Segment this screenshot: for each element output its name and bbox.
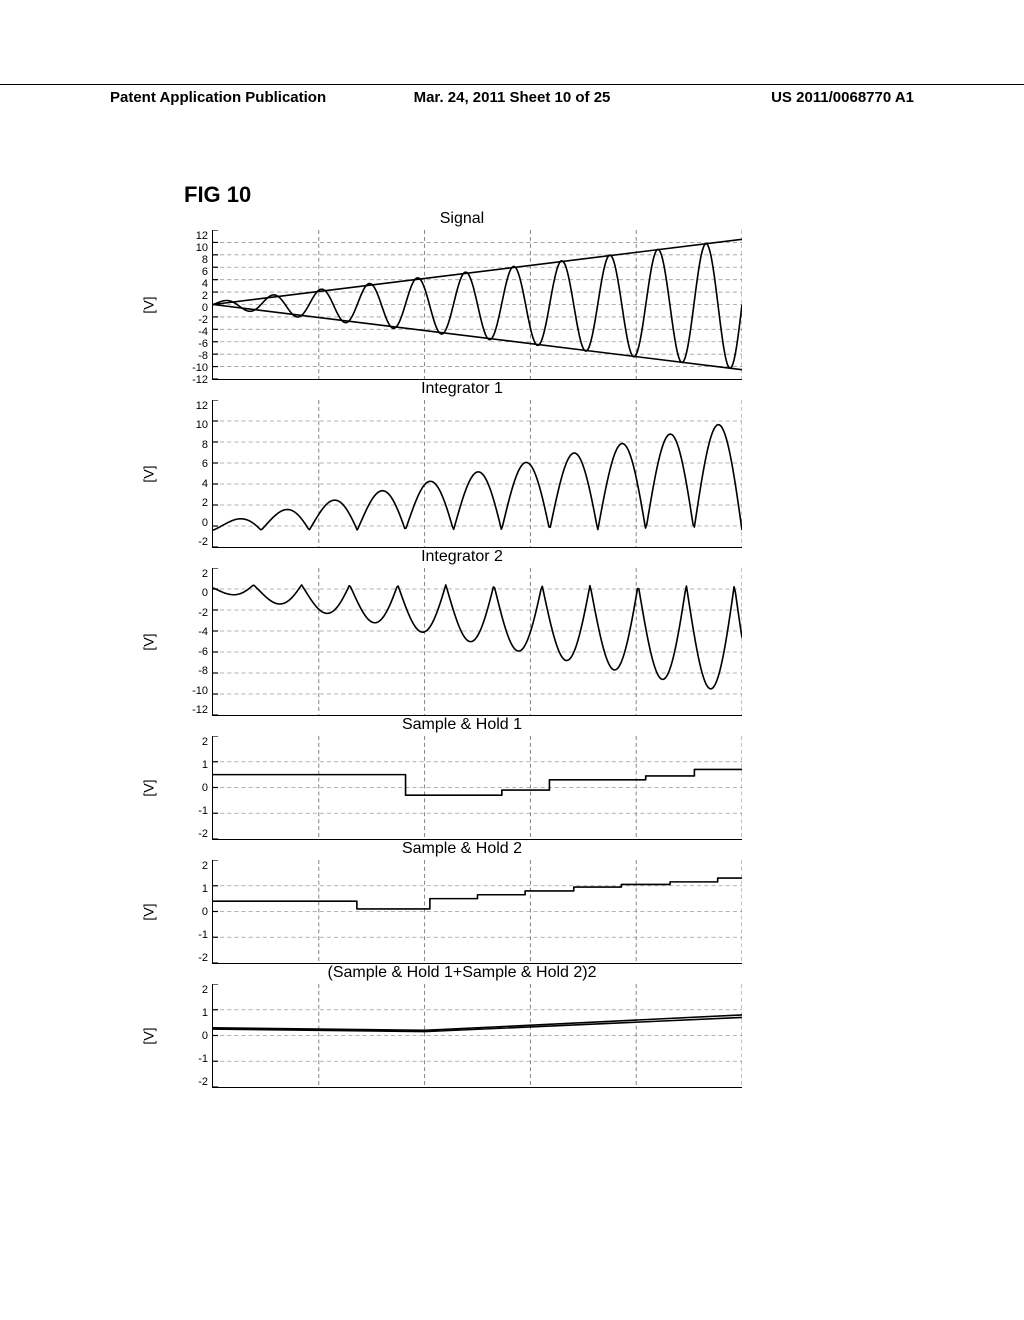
y-tick-label: 0	[202, 517, 208, 529]
y-tick-label: -2	[198, 314, 208, 326]
chart-wrap: [V]121086420-2	[182, 400, 742, 548]
y-ticks: 2 0 -2 -4 -6 -8 -10 -12	[182, 568, 212, 716]
chart-wrap: [V]121086420-2-4-6-8-10-12	[182, 230, 742, 380]
panel-title: Signal	[182, 210, 742, 228]
y-axis-label: [V]	[141, 1027, 157, 1044]
header-mid: Mar. 24, 2011 Sheet 10 of 25	[378, 89, 646, 106]
y-ticks: 12 10 8 6 4 2 0 -2	[182, 400, 212, 548]
y-tick-label: 12	[196, 400, 208, 412]
y-tick-label: -12	[192, 704, 208, 716]
y-tick-label: 8	[202, 439, 208, 451]
y-ticks: 2 1 0 -1 -2	[182, 860, 212, 964]
y-tick-label: 0	[202, 1030, 208, 1042]
plot-area	[212, 400, 742, 548]
y-axis-label: [V]	[141, 779, 157, 796]
plot-area	[212, 736, 742, 840]
page: Patent Application Publication Mar. 24, …	[0, 0, 1024, 1320]
panel-title: (Sample & Hold 1+Sample & Hold 2)2	[182, 964, 742, 982]
y-tick-label: -2	[198, 607, 208, 619]
y-axis-label: [V]	[141, 633, 157, 650]
y-tick-label: -8	[198, 350, 208, 362]
patent-header: Patent Application Publication Mar. 24, …	[0, 84, 1024, 106]
y-ticks: 2 1 0 -1 -2	[182, 984, 212, 1088]
y-tick-label: 12	[196, 230, 208, 242]
y-tick-label: 2	[202, 497, 208, 509]
y-tick-label: 1	[202, 1007, 208, 1019]
y-tick-label: 2	[202, 290, 208, 302]
y-tick-label: 6	[202, 458, 208, 470]
plot-area	[212, 568, 742, 716]
chart-wrap: [V]210-1-2	[182, 984, 742, 1088]
header-left: Patent Application Publication	[110, 89, 378, 106]
y-ticks: 121086420-2-4-6-8-10-12	[182, 230, 212, 380]
y-tick-label: 4	[202, 478, 208, 490]
y-tick-label: -2	[198, 828, 208, 840]
y-tick-label: -2	[198, 952, 208, 964]
y-tick-label: -10	[192, 685, 208, 697]
y-tick-label: 2	[202, 568, 208, 580]
y-tick-label: -1	[198, 805, 208, 817]
y-tick-label: 1	[202, 759, 208, 771]
y-axis-label: [V]	[141, 296, 157, 313]
chart-wrap: [V]20-2-4-6-8-10-12	[182, 568, 742, 716]
y-tick-label: 1	[202, 883, 208, 895]
plot-area	[212, 984, 742, 1088]
y-tick-label: 10	[196, 242, 208, 254]
plot-area	[212, 860, 742, 964]
panel-title: Integrator 2	[182, 548, 742, 566]
y-tick-label: 4	[202, 278, 208, 290]
y-ticks: 2 1 0 -1 -2	[182, 736, 212, 840]
figure-label: FIG 10	[184, 182, 742, 208]
figure-area: FIG 10 Signal[V]121086420-2-4-6-8-10-12I…	[182, 182, 742, 1088]
y-tick-label: 10	[196, 419, 208, 431]
panels-container: Signal[V]121086420-2-4-6-8-10-12Integrat…	[182, 210, 742, 1088]
y-tick-label: 0	[202, 782, 208, 794]
y-tick-label: 6	[202, 266, 208, 278]
plot-area	[212, 230, 742, 380]
y-tick-label: -1	[198, 1053, 208, 1065]
chart-panel: Integrator 1[V]121086420-2	[182, 380, 742, 548]
y-tick-label: 0	[202, 302, 208, 314]
chart-panel: Sample & Hold 2[V]210-1-2	[182, 840, 742, 964]
y-tick-label: 8	[202, 254, 208, 266]
panel-title: Sample & Hold 1	[182, 716, 742, 734]
chart-wrap: [V]210-1-2	[182, 736, 742, 840]
header-right: US 2011/0068770 A1	[646, 89, 914, 106]
y-tick-label: -4	[198, 326, 208, 338]
chart-panel: Sample & Hold 1[V]210-1-2	[182, 716, 742, 840]
panel-title: Integrator 1	[182, 380, 742, 398]
y-tick-label: -6	[198, 338, 208, 350]
y-tick-label: -4	[198, 626, 208, 638]
chart-panel: Signal[V]121086420-2-4-6-8-10-12	[182, 210, 742, 380]
y-tick-label: -10	[192, 362, 208, 374]
y-tick-label: -8	[198, 665, 208, 677]
y-tick-label: 2	[202, 736, 208, 748]
y-tick-label: 0	[202, 587, 208, 599]
panel-title: Sample & Hold 2	[182, 840, 742, 858]
y-axis-label: [V]	[141, 903, 157, 920]
y-axis-label: [V]	[141, 465, 157, 482]
chart-panel: (Sample & Hold 1+Sample & Hold 2)2[V]210…	[182, 964, 742, 1088]
y-tick-label: -2	[198, 1076, 208, 1088]
y-tick-label: 0	[202, 906, 208, 918]
chart-wrap: [V]210-1-2	[182, 860, 742, 964]
y-tick-label: 2	[202, 860, 208, 872]
y-tick-label: 2	[202, 984, 208, 996]
y-tick-label: -2	[198, 536, 208, 548]
y-tick-label: -6	[198, 646, 208, 658]
chart-panel: Integrator 2[V]20-2-4-6-8-10-12	[182, 548, 742, 716]
y-tick-label: -1	[198, 929, 208, 941]
